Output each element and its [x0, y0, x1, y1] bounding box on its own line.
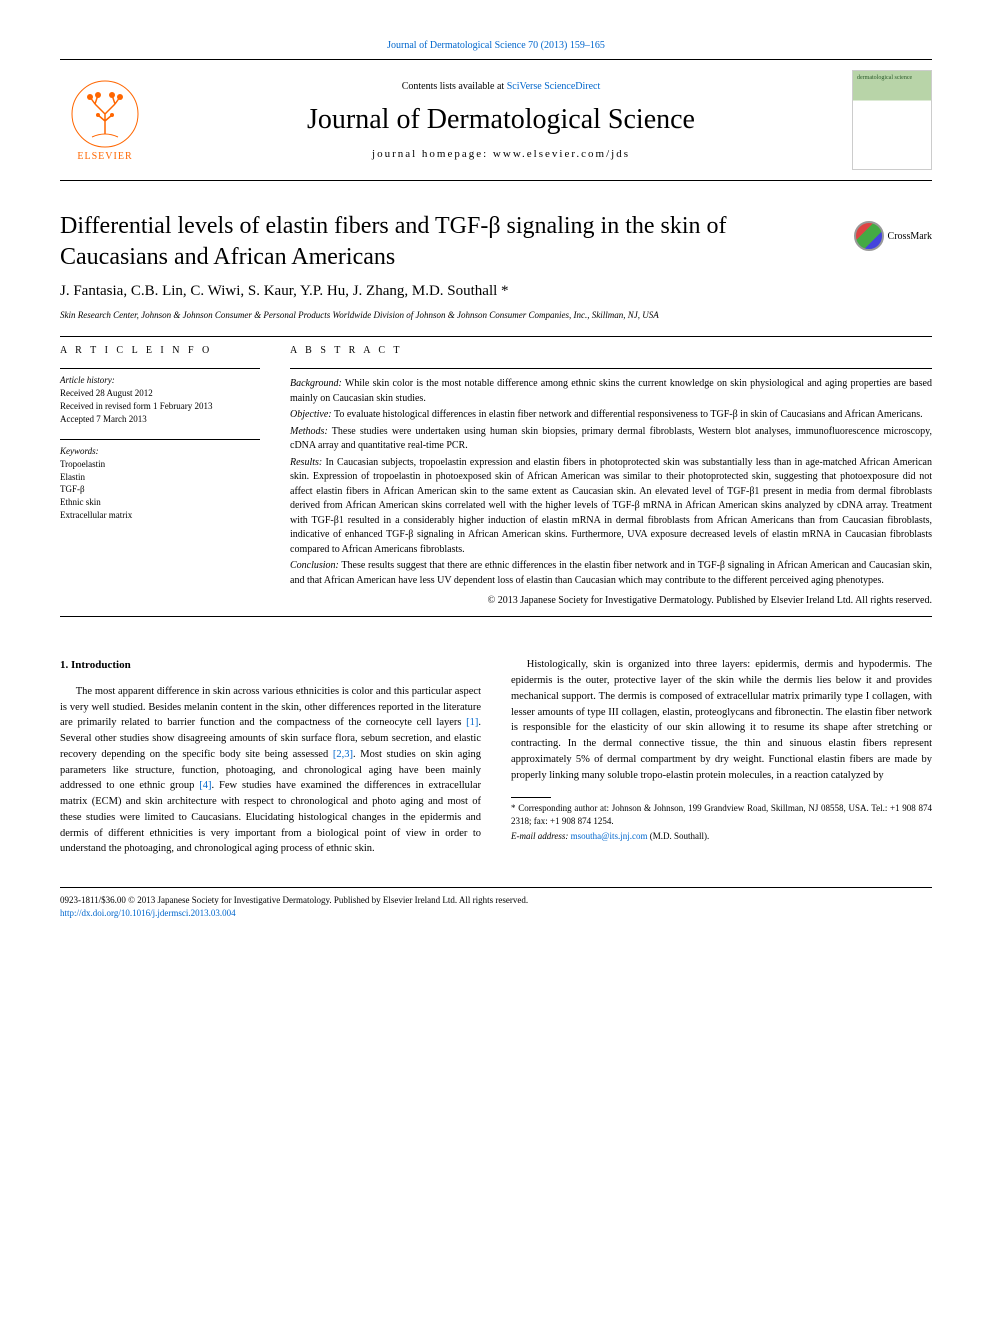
footnote-separator: [511, 797, 551, 798]
elsevier-text: ELSEVIER: [77, 151, 132, 162]
corresponding-footnote: * Corresponding author at: Johnson & Joh…: [511, 802, 932, 827]
ref-link[interactable]: [4]: [199, 780, 211, 791]
history-accepted: Accepted 7 March 2013: [60, 413, 260, 426]
affiliation: Skin Research Center, Johnson & Johnson …: [60, 310, 932, 320]
journal-header: ELSEVIER Contents lists available at Sci…: [60, 59, 932, 181]
elsevier-tree-icon: [70, 79, 140, 149]
article-info-column: A R T I C L E I N F O Article history: R…: [60, 345, 260, 608]
divider: [60, 336, 932, 337]
history-revised: Received in revised form 1 February 2013: [60, 400, 260, 413]
doi-link[interactable]: http://dx.doi.org/10.1016/j.jdermsci.201…: [60, 908, 236, 918]
keyword: Elastin: [60, 471, 260, 484]
body-text: The most apparent difference in skin acr…: [60, 686, 481, 729]
background-label: Background:: [290, 378, 342, 389]
bottom-bar: 0923-1811/$36.00 © 2013 Japanese Society…: [60, 887, 932, 919]
email-suffix: (M.D. Southall).: [647, 831, 709, 841]
crossmark-text: CrossMark: [888, 231, 932, 242]
keyword: Ethnic skin: [60, 496, 260, 509]
objective-text: To evaluate histological differences in …: [332, 409, 923, 420]
ref-link[interactable]: [1]: [466, 717, 478, 728]
methods-label: Methods:: [290, 426, 328, 437]
body-text: . Few studies have examined the differen…: [60, 780, 481, 854]
conclusion-text: These results suggest that there are eth…: [290, 560, 932, 586]
article-body: 1. Introduction The most apparent differ…: [60, 657, 932, 857]
authors: J. Fantasia, C.B. Lin, C. Wiwi, S. Kaur,…: [60, 283, 932, 300]
body-paragraph: The most apparent difference in skin acr…: [60, 684, 481, 857]
conclusion-label: Conclusion:: [290, 560, 339, 571]
bottom-copyright: 0923-1811/$36.00 © 2013 Japanese Society…: [60, 894, 932, 907]
keywords-block: Keywords: Tropoelastin Elastin TGF-β Eth…: [60, 439, 260, 521]
crossmark-badge[interactable]: CrossMark: [854, 221, 932, 251]
cover-label: dermatological science: [857, 75, 912, 81]
abstract-label: A B S T R A C T: [290, 345, 932, 356]
divider: [60, 616, 932, 617]
background-text: While skin color is the most notable dif…: [290, 378, 932, 404]
objective-label: Objective:: [290, 409, 332, 420]
journal-cover-thumbnail: dermatological science: [852, 70, 932, 170]
keyword: TGF-β: [60, 483, 260, 496]
methods-text: These studies were undertaken using huma…: [290, 426, 932, 452]
ref-link[interactable]: [2,3]: [333, 749, 353, 760]
journal-homepage: journal homepage: www.elsevier.com/jds: [150, 148, 852, 160]
abstract-copyright: © 2013 Japanese Society for Investigativ…: [290, 594, 932, 608]
title-row: Differential levels of elastin fibers an…: [60, 211, 932, 273]
elsevier-logo: ELSEVIER: [60, 70, 150, 170]
info-abstract-row: A R T I C L E I N F O Article history: R…: [60, 345, 932, 608]
header-center: Contents lists available at SciVerse Sci…: [150, 81, 852, 160]
email-link[interactable]: msoutha@its.jnj.com: [571, 831, 648, 841]
keyword: Extracellular matrix: [60, 509, 260, 522]
contents-prefix: Contents lists available at: [402, 81, 507, 92]
results-label: Results:: [290, 457, 322, 468]
email-label: E-mail address:: [511, 831, 571, 841]
results-text: In Caucasian subjects, tropoelastin expr…: [290, 457, 932, 555]
header-citation: Journal of Dermatological Science 70 (20…: [60, 40, 932, 51]
keyword: Tropoelastin: [60, 458, 260, 471]
keywords-heading: Keywords:: [60, 446, 260, 456]
article-title: Differential levels of elastin fibers an…: [60, 211, 834, 273]
email-footnote: E-mail address: msoutha@its.jnj.com (M.D…: [511, 830, 932, 843]
history-received: Received 28 August 2012: [60, 387, 260, 400]
contents-line: Contents lists available at SciVerse Sci…: [150, 81, 852, 92]
article-history-block: Article history: Received 28 August 2012…: [60, 368, 260, 425]
journal-name: Journal of Dermatological Science: [150, 104, 852, 136]
article-info-label: A R T I C L E I N F O: [60, 345, 260, 356]
abstract-column: A B S T R A C T Background: While skin c…: [290, 345, 932, 608]
body-paragraph: Histologically, skin is organized into t…: [511, 657, 932, 783]
crossmark-icon: [854, 221, 884, 251]
sciencedirect-link[interactable]: SciVerse ScienceDirect: [507, 81, 601, 92]
history-heading: Article history:: [60, 375, 260, 385]
abstract-text: Background: While skin color is the most…: [290, 368, 932, 608]
intro-heading: 1. Introduction: [60, 657, 481, 674]
